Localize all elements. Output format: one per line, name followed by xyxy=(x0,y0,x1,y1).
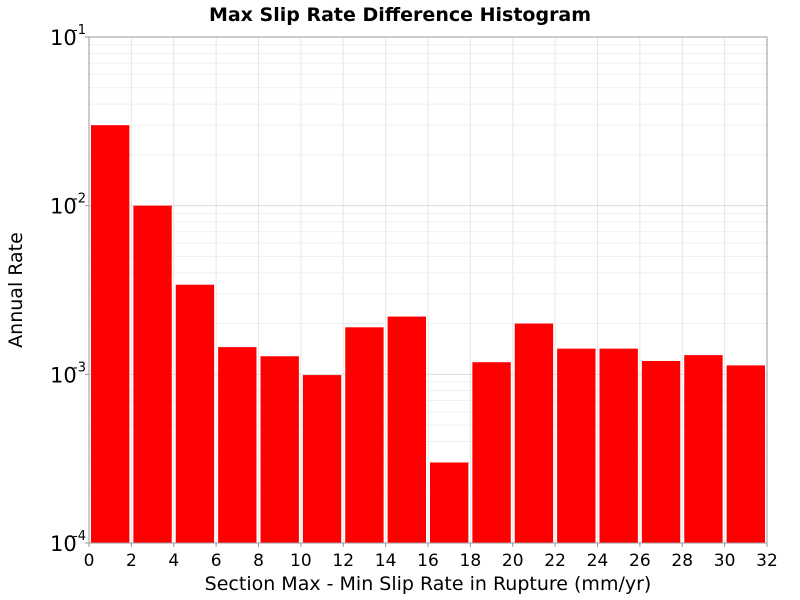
histogram-bar xyxy=(260,356,299,543)
y-axis-ticks: 10-110-210-310-4 xyxy=(50,23,89,556)
x-tick-label: 10 xyxy=(290,551,312,571)
y-tick-exponent: -1 xyxy=(73,23,86,38)
x-tick-label: 28 xyxy=(671,551,693,571)
x-tick-label: 16 xyxy=(417,551,439,571)
x-tick-label: 22 xyxy=(544,551,566,571)
histogram-bar xyxy=(91,125,130,544)
y-tick-base: 10 xyxy=(50,195,77,219)
x-tick-label: 20 xyxy=(502,551,524,571)
histogram-bar xyxy=(387,316,426,543)
y-tick-label: 10-1 xyxy=(50,23,86,50)
y-axis-label: Annual Rate xyxy=(5,232,27,348)
x-tick-label: 8 xyxy=(253,551,264,571)
y-tick-label: 10-2 xyxy=(50,192,86,219)
x-tick-label: 32 xyxy=(756,551,778,571)
histogram-bar xyxy=(218,347,257,543)
x-tick-label: 0 xyxy=(84,551,95,571)
y-tick-exponent: -4 xyxy=(73,529,86,544)
chart-title: Max Slip Rate Difference Histogram xyxy=(209,4,591,26)
y-tick-exponent: -2 xyxy=(73,192,86,207)
bars xyxy=(91,125,765,544)
histogram-bar xyxy=(302,375,342,543)
x-axis-ticks: 0 2 4 6 8 10 12 14 16 18 20 22 24 26 28 30 32 xyxy=(84,543,778,571)
y-tick-base: 10 xyxy=(50,26,77,50)
x-tick-label: 30 xyxy=(714,551,736,571)
x-tick-label: 18 xyxy=(460,551,482,571)
y-tick-label: 10-3 xyxy=(50,360,86,387)
y-tick-label: 10-4 xyxy=(50,529,86,556)
x-tick-label: 6 xyxy=(211,551,222,571)
histogram-bar xyxy=(472,362,511,543)
histogram-bar xyxy=(133,205,172,543)
histogram-bar xyxy=(599,348,638,543)
histogram-bar xyxy=(557,348,596,543)
histogram-bar xyxy=(430,462,469,543)
x-tick-label: 12 xyxy=(332,551,354,571)
histogram-bar xyxy=(175,284,215,543)
x-tick-label: 2 xyxy=(126,551,137,571)
x-tick-label: 4 xyxy=(168,551,179,571)
x-axis-label: Section Max - Min Slip Rate in Rupture (… xyxy=(205,573,652,595)
x-tick-label: 24 xyxy=(587,551,609,571)
x-tick-label: 26 xyxy=(629,551,651,571)
histogram-bar xyxy=(684,355,723,543)
histogram-bar xyxy=(345,327,384,543)
histogram-bar xyxy=(726,365,765,543)
y-tick-base: 10 xyxy=(50,532,77,556)
y-tick-base: 10 xyxy=(50,363,77,387)
histogram-bar xyxy=(514,323,554,543)
y-tick-exponent: -3 xyxy=(73,360,86,375)
x-tick-label: 14 xyxy=(375,551,397,571)
histogram-bar xyxy=(641,360,681,543)
